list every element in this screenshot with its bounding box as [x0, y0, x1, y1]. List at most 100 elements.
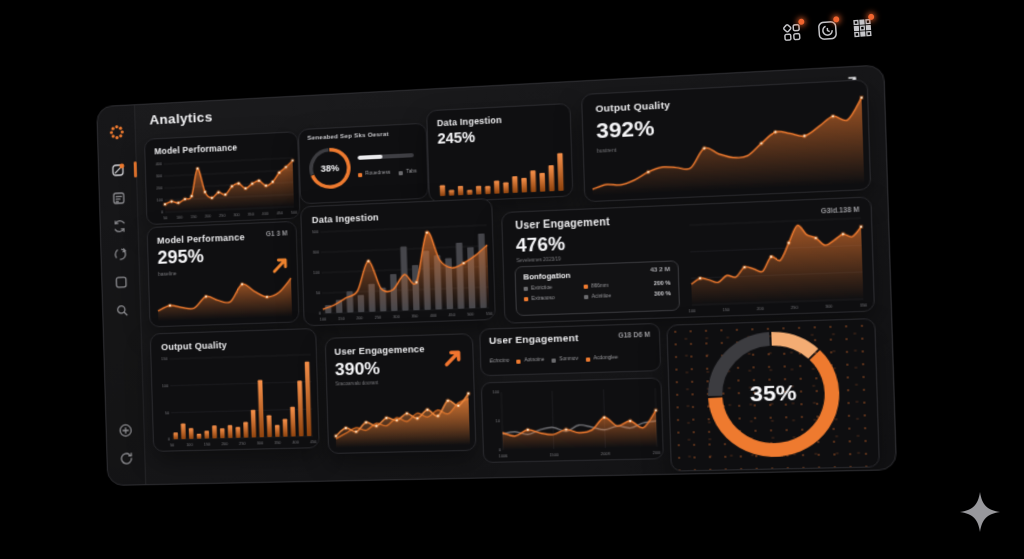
- sidebar-item-draw[interactable]: [109, 161, 137, 179]
- row-value: 300 %: [654, 290, 671, 298]
- svg-text:500: 500: [312, 230, 319, 234]
- card-title: Model Performance: [154, 142, 238, 157]
- active-indicator: [133, 161, 137, 178]
- configuration-box: Bonfogation 43 2 M Extrictioe 866mm 200 …: [514, 260, 681, 317]
- svg-text:150: 150: [338, 317, 345, 321]
- metric-value: 390%: [334, 358, 381, 380]
- svg-text:400: 400: [430, 314, 437, 318]
- corner-label: G1 3 M: [265, 230, 288, 239]
- svg-text:350: 350: [860, 303, 867, 308]
- sidebar-item-window[interactable]: [113, 274, 129, 291]
- metric-value: 476%: [515, 233, 566, 257]
- legend-swatch: [516, 359, 522, 364]
- sidebar-item-report[interactable]: [110, 190, 126, 207]
- card-output-quality-large: Output Quality 392% bustrent: [581, 79, 872, 203]
- legend-label: Acdonglee: [593, 355, 619, 362]
- svg-text:500: 500: [467, 312, 474, 316]
- legend-swatch: [523, 286, 528, 291]
- sidebar: [97, 105, 147, 485]
- legend-swatch: [357, 172, 363, 177]
- topbar: [781, 13, 875, 44]
- svg-text:150: 150: [723, 308, 730, 312]
- svg-text:0: 0: [168, 438, 170, 442]
- legend-label: Acinitioe: [591, 293, 612, 300]
- svg-text:50: 50: [170, 443, 174, 447]
- sidebar-item-search[interactable]: [113, 302, 129, 319]
- svg-text:100: 100: [313, 271, 320, 275]
- notification-dot: [867, 13, 875, 21]
- app-logo-icon: [108, 124, 124, 141]
- engagement-header-box: User Engagement G18 D6 M Ectncino Aotnoi…: [479, 322, 662, 377]
- svg-text:300: 300: [393, 315, 400, 319]
- model-performance-chart: 400 300 200 100 050 100 150 200 250 300 350 400 450 5…: [155, 153, 298, 220]
- svg-text:200: 200: [356, 316, 363, 320]
- trend-up-arrow-icon: [443, 349, 463, 368]
- card-output-quality-bars: Output Quality 150 100 50 0 50 100 150 200 250 30…: [149, 327, 320, 452]
- engagement-chart-box: 100 10 0 1006 1500 2008 2000: [480, 377, 664, 463]
- svg-text:1500: 1500: [549, 453, 558, 457]
- svg-text:350: 350: [274, 441, 281, 445]
- svg-text:300: 300: [257, 441, 264, 445]
- data-ingestion-bar-chart: [439, 153, 564, 197]
- legend-item: Aotnoine: [516, 357, 545, 364]
- svg-text:250: 250: [219, 214, 226, 218]
- notification-dot: [798, 18, 805, 26]
- svg-text:250: 250: [239, 442, 246, 446]
- history-icon[interactable]: [816, 16, 840, 41]
- svg-text:50: 50: [316, 292, 320, 296]
- svg-text:10: 10: [495, 420, 500, 424]
- legend-item: Ectncino: [490, 359, 510, 365]
- box-title: Bonfogation: [523, 270, 571, 282]
- user-engagement-390-chart: [331, 384, 473, 448]
- card-gauge-report: Seneabed Sep Sks Oesrat 38% Rouedness Ta…: [297, 122, 429, 205]
- svg-text:400: 400: [155, 163, 161, 167]
- corner-label: G18 D6 M: [617, 331, 651, 340]
- svg-text:200: 200: [757, 307, 764, 311]
- legend-label: Aotnoine: [524, 357, 545, 364]
- svg-text:550: 550: [486, 312, 493, 316]
- card-user-engagement-390: User Engagemence 390% Sracoarvalu dooran…: [324, 333, 477, 455]
- svg-text:450: 450: [310, 440, 316, 444]
- user-engagement-line-chart: 100 150 200 250 300 350: [686, 213, 868, 313]
- donut-value: 35%: [749, 381, 798, 407]
- refresh-button[interactable]: [118, 450, 134, 466]
- gauge-donut: 38%: [308, 146, 353, 191]
- sparkle-logo-icon: [958, 490, 1002, 534]
- card-title: Output Quality: [161, 340, 228, 353]
- sidebar-item-sync[interactable]: [111, 218, 127, 235]
- svg-text:150: 150: [161, 357, 167, 361]
- apps-grid-icon[interactable]: [851, 13, 875, 39]
- card-title: Data Ingestion: [311, 212, 380, 226]
- legend-item: Sonmov: [551, 356, 579, 363]
- gauge-value: 38%: [320, 162, 340, 174]
- svg-text:100: 100: [162, 384, 168, 388]
- metric-value: 392%: [595, 116, 655, 144]
- card-title: User Engagemence: [334, 343, 425, 357]
- legend-swatch: [523, 297, 529, 302]
- svg-text:2008: 2008: [601, 452, 610, 456]
- svg-text:300: 300: [233, 213, 240, 217]
- legend-swatch: [583, 294, 589, 300]
- svg-text:100: 100: [320, 317, 327, 321]
- card-user-engagement-476: User Engagement 476% Sevelesnes 2023/19 …: [501, 196, 876, 324]
- metric-value: 295%: [157, 245, 205, 268]
- legend-label: Extrictioe: [531, 285, 553, 292]
- metric-subtitle: Sevelesnes 2023/19: [516, 256, 561, 264]
- legend-label: Sonmov: [559, 356, 579, 363]
- notification-dot: [833, 16, 840, 23]
- card-title: Data Ingestion: [436, 114, 503, 129]
- legend-label: Extraooso: [531, 295, 555, 302]
- svg-text:450: 450: [449, 313, 456, 317]
- svg-text:300: 300: [825, 304, 832, 309]
- metric-subtitle: bustrent: [596, 147, 617, 155]
- svg-text:1006: 1006: [499, 454, 508, 458]
- legend-swatch: [398, 170, 404, 175]
- panels-icon[interactable]: [781, 18, 805, 44]
- svg-text:200: 200: [221, 442, 228, 446]
- svg-text:450: 450: [276, 211, 283, 215]
- box-value: 43 2 M: [649, 266, 671, 274]
- add-button[interactable]: [117, 422, 133, 438]
- sidebar-item-shuffle[interactable]: [112, 246, 128, 263]
